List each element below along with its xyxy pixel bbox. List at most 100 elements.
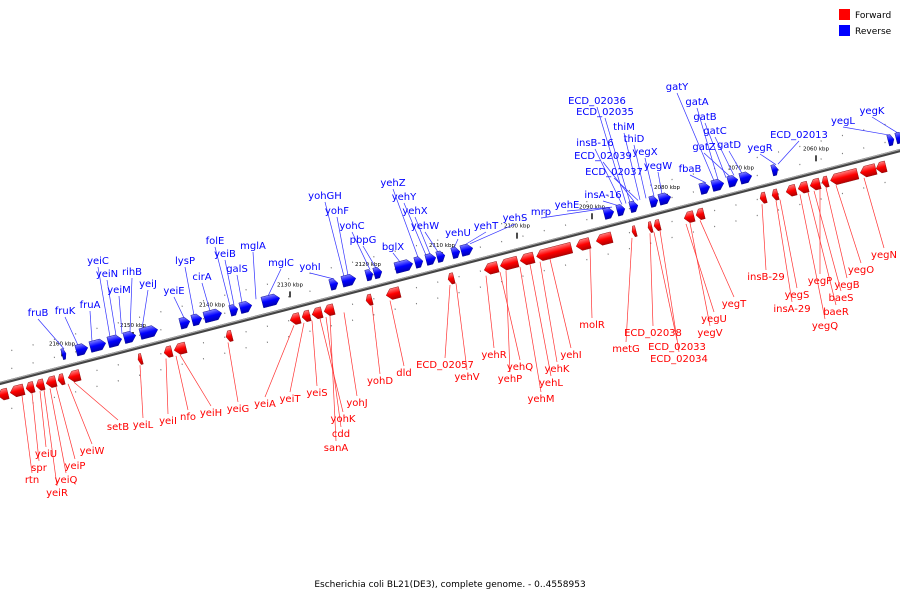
tick-label: 2130 kbp [277, 282, 303, 288]
leader-line [613, 177, 639, 201]
leader-line [329, 316, 337, 442]
gene-label-yeit: yeiT [280, 394, 302, 405]
leader-line [463, 231, 487, 246]
axis-tick: 2130 kbp [277, 282, 303, 298]
leader-line [602, 161, 635, 202]
legend: Forward Reverse [839, 9, 892, 37]
gene-label-rtn: rtn [25, 475, 39, 486]
gene-label-ecd-02035: ECD_02035 [576, 107, 634, 118]
axis-tick: 2060 kbp [803, 146, 829, 162]
gene-label-gatb: gatB [693, 112, 716, 123]
leader-line [594, 148, 623, 205]
leader-line [842, 126, 891, 136]
gene-label-spr: spr [31, 463, 48, 474]
forward-gene-feature [0, 387, 10, 401]
leader-line [424, 231, 439, 253]
forward-gene-feature [519, 251, 536, 266]
gene-label-yegu: yegU [701, 314, 727, 325]
gene-label-mrp: mrp [531, 207, 551, 218]
leader-line [761, 204, 767, 271]
forward-gene-feature [500, 255, 520, 271]
gene-label-yein: yeiN [96, 269, 118, 280]
gene-label-gals: galS [226, 264, 248, 275]
gene-label-gatz: gatZ [692, 142, 715, 153]
leader-line [807, 192, 837, 306]
gene-label-frub: fruB [28, 308, 49, 319]
leader-line [644, 157, 655, 197]
gene-label-lysp: lysP [175, 256, 195, 267]
gene-label-yeil: yeiL [133, 420, 154, 431]
gene-label-yehs: yehS [503, 213, 528, 224]
forward-gene-feature [631, 225, 638, 238]
leader-line [549, 259, 572, 349]
reverse-gene-feature [122, 331, 137, 344]
gene-label-setb: setB [107, 422, 129, 433]
reverse-gene-feature [615, 204, 626, 217]
gene-label-frua: fruA [80, 300, 101, 311]
leader-line [685, 223, 715, 313]
leader-line [485, 275, 495, 349]
forward-gene-feature [9, 383, 26, 398]
gene-label-cdd: cdd [332, 429, 350, 440]
gene-label-yeim: yeiM [107, 285, 130, 296]
legend-forward-label: Forward [855, 11, 891, 21]
leader-line [825, 187, 848, 279]
reverse-gene-feature [340, 274, 357, 288]
leader-line [165, 358, 169, 415]
leader-line [759, 153, 777, 165]
leader-line [689, 174, 707, 184]
gene-label-baes: baeS [829, 293, 854, 304]
tick-label: 2160 kbp [49, 341, 75, 347]
tick-label: 2100 kbp [504, 224, 530, 230]
gene-label-thid: thiD [624, 134, 645, 145]
reverse-gene-feature [602, 207, 615, 220]
gene-label-yegp: yegP [808, 276, 832, 287]
leader-line [714, 136, 735, 176]
leader-line [455, 283, 468, 371]
reverse-gene-feature [393, 259, 413, 274]
leader-line [505, 270, 511, 373]
leader-line [625, 237, 633, 343]
gene-label-mglc: mglC [268, 258, 294, 269]
leader-line [289, 322, 305, 393]
reverse-gene-feature [138, 325, 158, 340]
tick-label: 2080 kbp [654, 185, 680, 191]
forward-gene-feature [647, 221, 654, 233]
leader-line [252, 251, 257, 300]
leader-line [184, 266, 195, 316]
forward-gene-feature [57, 373, 66, 386]
gene-label-yohd: yohD [367, 376, 393, 387]
gene-label-fbab: fbaB [679, 164, 702, 175]
leader-line [777, 140, 800, 165]
leader-line [118, 295, 123, 334]
gene-label-molr: molR [579, 320, 605, 331]
forward-gene-feature [759, 191, 768, 204]
leader-line [67, 383, 93, 445]
tick-label: 2140 kbp [199, 303, 225, 309]
leader-line [589, 248, 593, 319]
gene-label-pbpg: pbpG [350, 235, 377, 246]
gene-label-dld: dld [396, 368, 411, 379]
leader-line [336, 216, 349, 276]
gene-label-yehu: yehU [445, 228, 471, 239]
forward-gene-feature [653, 219, 662, 232]
axis-line [0, 148, 900, 386]
gene-label-yohk: yohK [331, 414, 356, 425]
leader-lines [21, 92, 899, 487]
forward-gene-feature [695, 207, 706, 220]
gene-label-yehp: yehP [498, 374, 522, 385]
gene-label-yegb: yegB [834, 280, 859, 291]
gene-label-cira: cirA [192, 272, 211, 283]
leader-line [649, 233, 654, 327]
reverse-gene-feature [698, 182, 711, 195]
reverse-gene-feature [894, 131, 900, 145]
reverse-gene-feature [770, 164, 779, 177]
leader-line [779, 199, 798, 289]
gene-label-thim: thiM [613, 122, 635, 133]
forward-gene-feature [821, 175, 830, 188]
leader-line [871, 116, 899, 134]
forward-gene-feature [67, 369, 82, 383]
leader-line [37, 318, 65, 350]
leader-line [21, 395, 33, 474]
reverse-gene-feature [190, 313, 203, 327]
